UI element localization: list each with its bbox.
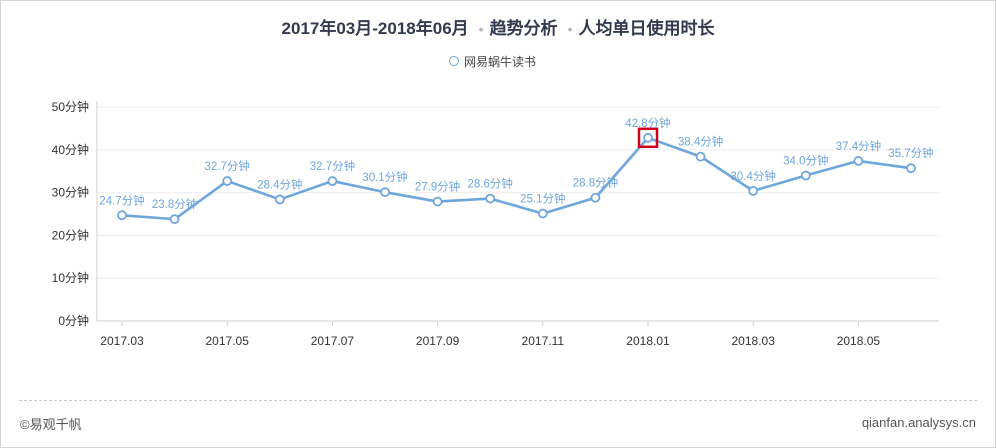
data-point [748, 185, 759, 196]
data-label: 37.4分钟 [836, 139, 881, 153]
legend-marker-icon [449, 56, 459, 66]
data-label: 30.4分钟 [731, 169, 776, 183]
data-label: 27.9分钟 [415, 180, 460, 194]
data-point [432, 196, 443, 207]
data-label: 35.7分钟 [888, 146, 933, 160]
chart-title: 2017年03月-2018年06月 • 趋势分析 • 人均单日使用时长 [1, 14, 995, 39]
title-separator-dot: • [478, 21, 484, 37]
data-point [643, 132, 653, 143]
y-tick-label: 50分钟 [52, 99, 89, 114]
title-separator-dot: • [567, 21, 573, 37]
y-tick-label: 20分钟 [52, 227, 89, 242]
data-label: 34.0分钟 [783, 153, 828, 167]
data-point [169, 214, 180, 225]
data-point [537, 208, 548, 219]
y-tick-label: 0分钟 [58, 313, 89, 328]
title-metric: 人均单日使用时长 [578, 19, 715, 38]
data-label: 32.7分钟 [310, 159, 355, 173]
data-label: 32.7分钟 [205, 159, 250, 173]
data-point [485, 193, 496, 204]
data-label: 30.1分钟 [362, 170, 407, 184]
y-tick-label: 40分钟 [52, 142, 89, 157]
data-point [327, 176, 338, 186]
data-label: 28.8分钟 [573, 176, 618, 190]
x-tick-label: 2018.05 [837, 334, 881, 348]
footer-site: qianfan.analysys.cn [861, 415, 976, 430]
footer-divider [19, 400, 977, 401]
x-tick-label: 2017.03 [100, 334, 144, 348]
highlight-box [637, 127, 659, 149]
x-tick-label: 2017.05 [206, 334, 250, 348]
x-tick-label: 2017.09 [416, 334, 460, 348]
legend-label: 网易蜗牛读书 [464, 54, 537, 69]
data-label: 38.4分钟 [678, 135, 723, 149]
data-label: 23.8分钟 [152, 197, 197, 211]
footer-copyright: ©易观千帆 [20, 417, 82, 432]
data-point [695, 151, 706, 162]
y-tick-label: 30分钟 [52, 185, 89, 200]
data-point [906, 163, 916, 174]
title-section: 趋势分析 [489, 19, 558, 38]
data-label: 42.8分钟 [625, 116, 670, 130]
data-label: 28.4分钟 [257, 177, 302, 191]
y-tick-label: 10分钟 [52, 270, 89, 285]
data-point [800, 170, 811, 181]
data-label: 24.7分钟 [99, 193, 144, 207]
data-label: 28.6分钟 [468, 177, 513, 191]
data-point [117, 210, 127, 221]
x-tick-label: 2017.11 [522, 334, 565, 348]
legend-item[interactable]: 网易蜗牛读书 [449, 53, 536, 69]
data-point [222, 176, 233, 186]
x-tick-label: 2018.01 [626, 334, 670, 348]
data-label: 25.1分钟 [520, 192, 565, 206]
data-point [853, 156, 864, 166]
data-point [380, 187, 390, 198]
x-tick-label: 2018.03 [732, 334, 776, 348]
data-point [274, 194, 285, 205]
data-point [590, 192, 601, 203]
title-period: 2017年03月-2018年06月 [281, 19, 469, 38]
series-line [121, 136, 912, 221]
x-tick-label: 2017.07 [311, 334, 355, 348]
